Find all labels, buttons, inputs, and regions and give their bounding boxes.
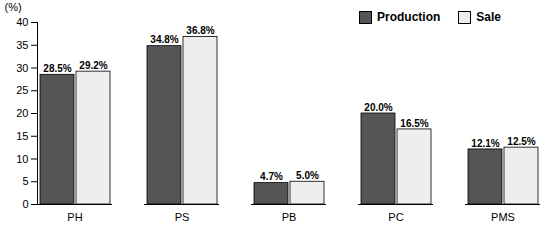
html-text:Production: Production (377, 10, 441, 24)
svg-text:12.1%: 12.1% (471, 138, 499, 149)
svg-text:20: 20 (16, 107, 28, 119)
svg-text:PC: PC (388, 211, 403, 223)
svg-text:25: 25 (16, 84, 28, 96)
svg-text:(%): (%) (5, 1, 22, 13)
svg-text:PH: PH (67, 211, 82, 223)
svg-text:20.0%: 20.0% (364, 102, 392, 113)
svg-text:40: 40 (16, 16, 28, 28)
html-text:Sale: Sale (476, 10, 501, 24)
svg-text:28.5%: 28.5% (43, 63, 71, 74)
svg-text:PMS: PMS (491, 211, 515, 223)
svg-text:PS: PS (175, 211, 190, 223)
svg-text:12.5%: 12.5% (507, 136, 535, 147)
svg-text:PB: PB (282, 211, 297, 223)
svg-text:29.2%: 29.2% (79, 60, 107, 71)
svg-text:16.5%: 16.5% (400, 118, 428, 129)
svg-text:0: 0 (22, 198, 28, 210)
svg-text:5.0%: 5.0% (296, 170, 319, 181)
svg-text:5: 5 (22, 175, 28, 187)
svg-text:34.8%: 34.8% (150, 34, 178, 45)
svg-text:36.8%: 36.8% (186, 25, 214, 36)
svg-text:10: 10 (16, 153, 28, 165)
svg-text:4.7%: 4.7% (260, 171, 283, 182)
svg-text:30: 30 (16, 62, 28, 74)
svg-text:15: 15 (16, 130, 28, 142)
svg-text:35: 35 (16, 39, 28, 51)
